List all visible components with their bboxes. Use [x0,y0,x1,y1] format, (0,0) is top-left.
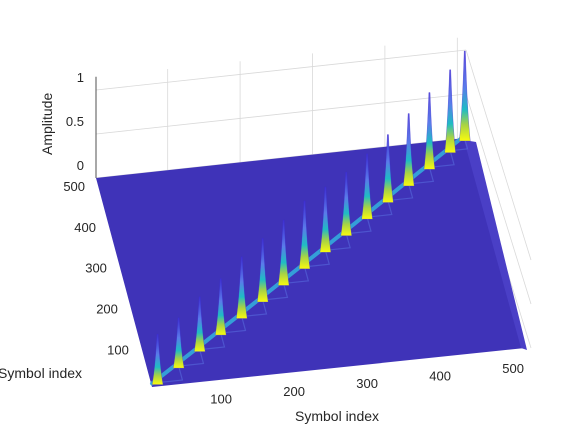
grid-line [95,49,467,91]
peak [402,113,415,187]
y-tick-label: 300 [85,261,107,276]
ridge-step [367,200,393,218]
ridge-step [304,250,331,268]
x-tick-label: 500 [502,361,524,376]
peak [193,296,206,352]
tick-labels: 100 200 300 400 500 100 200 300 400 500 0 0.5 1 [63,70,524,406]
x-tick-label: 200 [283,384,305,399]
grid-line [95,93,467,135]
surface-floor [96,135,527,387]
x-tick-label: 100 [210,391,232,406]
z-tick-label: 0.5 [66,114,84,129]
y-tick-label: 100 [107,343,129,358]
surface-floor-plane [96,138,525,387]
grid-line [465,49,532,261]
peak [382,134,394,203]
ridge-step [241,299,268,318]
peak [214,278,227,336]
z-tick-label: 1 [77,70,84,85]
x-tick-label: 300 [356,376,378,391]
ridge-step [220,316,247,334]
peak [340,171,353,236]
peak [298,200,311,270]
peak [151,333,164,385]
ridge-step [283,266,310,285]
ridge-step [429,150,455,168]
z-tick-label: 0 [77,158,84,173]
peak [459,50,471,142]
peak [277,219,290,286]
ridge-step [450,138,469,152]
ridge-step [387,183,414,202]
ridge-step [178,349,205,367]
grid-line [465,93,532,305]
surface-edge-shade [464,140,527,350]
peak [235,256,248,319]
y-tick-label: 500 [63,179,85,194]
peak [319,186,332,253]
ridge-step [408,167,435,185]
x-tick-label: 400 [429,369,451,384]
ridge-step [262,283,289,301]
peak [444,69,456,153]
z-axis-label: Amplitude [39,93,55,155]
y-tick-label: 400 [74,220,96,235]
ridge-step [346,216,372,235]
y-axis-label: Symbol index [0,365,82,381]
peak [172,317,185,369]
peaks-group [151,50,471,385]
ridge-step [157,365,184,384]
x-axis-label: Symbol index [295,408,379,424]
peak [423,92,436,170]
peak [256,238,269,303]
ridge-step [325,233,351,251]
peak [361,153,373,220]
ridge-step [199,332,226,351]
y-tick-label: 200 [96,302,118,317]
